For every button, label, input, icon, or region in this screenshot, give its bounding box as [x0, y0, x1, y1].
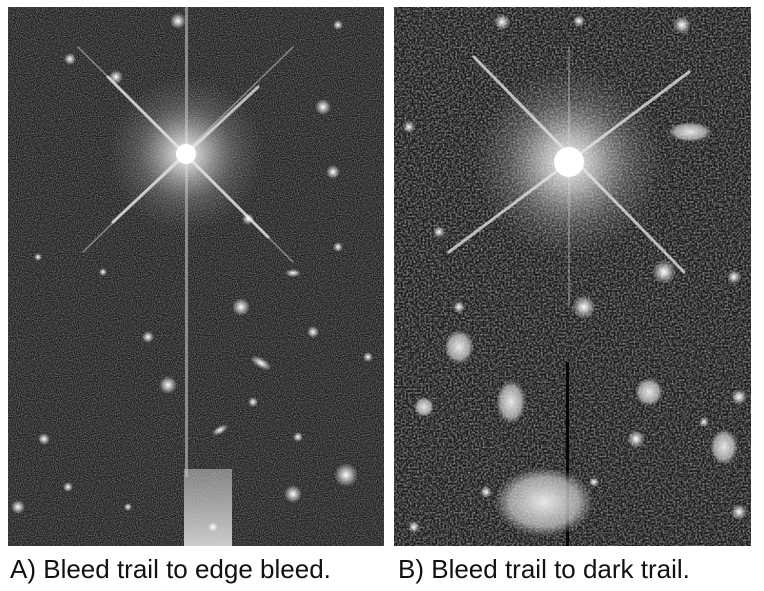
- bleed-trail: [185, 7, 188, 477]
- caption-a: A) Bleed trail to edge bleed.: [10, 554, 331, 584]
- field-stars: [403, 14, 747, 537]
- edge-bleed: [184, 469, 232, 546]
- panel-a-image: [8, 7, 384, 546]
- bright-star-core: [176, 144, 196, 164]
- field-stars: [11, 13, 373, 532]
- panel-b-image: [394, 7, 751, 546]
- dark-trail: [566, 362, 569, 546]
- bright-star-core: [554, 147, 584, 177]
- caption-b: B) Bleed trail to dark trail.: [398, 554, 690, 584]
